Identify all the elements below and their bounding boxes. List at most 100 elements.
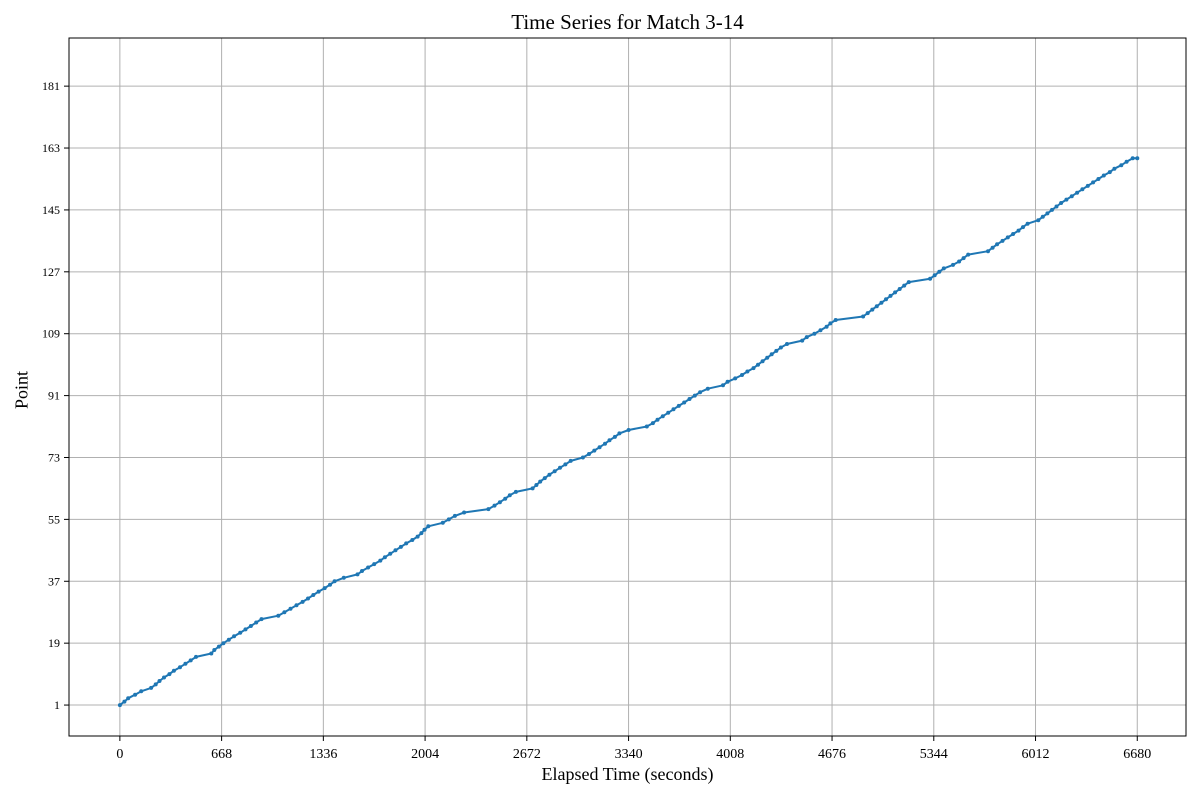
data-point	[426, 524, 431, 529]
data-point	[530, 486, 535, 491]
data-point	[133, 692, 138, 697]
data-point	[238, 630, 243, 635]
data-point	[725, 379, 730, 384]
data-point	[117, 703, 122, 708]
data-point	[833, 318, 838, 322]
data-point	[828, 321, 833, 326]
data-point	[276, 613, 281, 618]
y-tick-label: 37	[48, 574, 60, 588]
data-point	[440, 520, 445, 525]
data-point	[961, 256, 966, 261]
data-point	[612, 434, 617, 439]
y-tick-label: 91	[48, 389, 60, 403]
data-point	[705, 386, 710, 391]
series-marker-layer	[117, 156, 1140, 708]
data-point	[733, 376, 738, 381]
data-point	[995, 242, 1000, 247]
data-point	[259, 617, 264, 622]
data-point	[721, 383, 725, 388]
chart-title: Time Series for Match 3-14	[511, 10, 744, 34]
data-point	[1101, 173, 1106, 178]
data-point	[188, 658, 193, 663]
data-point	[1075, 190, 1080, 195]
data-point	[178, 665, 182, 670]
data-point	[149, 685, 154, 690]
data-point	[300, 599, 305, 604]
data-point	[897, 287, 902, 291]
data-point	[687, 397, 692, 401]
x-tick-label: 2672	[513, 747, 541, 762]
data-point	[153, 682, 158, 687]
data-point	[765, 355, 770, 360]
data-point	[171, 668, 176, 673]
data-point	[492, 503, 497, 508]
data-point	[785, 342, 789, 346]
data-point	[382, 555, 387, 560]
data-point	[452, 513, 457, 518]
plot-frame	[68, 37, 1187, 737]
y-tick-label: 55	[48, 512, 60, 526]
x-tick-label: 2004	[411, 747, 439, 762]
data-point	[122, 699, 127, 704]
y-tick-label: 1	[54, 698, 60, 712]
data-point	[957, 259, 962, 264]
data-point	[966, 252, 971, 257]
x-axis-ticks: 0 668 1336 2004 2672 3340 4008 4676 5344 6012 6680	[116, 736, 1151, 762]
data-point	[1021, 225, 1025, 230]
data-point	[587, 452, 591, 456]
data-point	[1069, 194, 1074, 199]
y-tick-label: 19	[48, 636, 60, 650]
y-axis-ticks: 1 19 37 55 73 91 109 127 145 163 181	[42, 79, 69, 712]
data-point	[800, 338, 805, 343]
data-point	[209, 651, 214, 656]
data-point	[937, 269, 942, 274]
data-point	[183, 661, 188, 666]
data-point	[422, 527, 427, 532]
data-point	[1005, 235, 1010, 240]
data-point	[698, 390, 703, 395]
y-tick-label: 73	[48, 450, 60, 464]
data-point	[248, 624, 253, 628]
data-point	[503, 496, 508, 501]
data-point	[879, 300, 884, 305]
data-point	[655, 417, 660, 422]
data-point	[194, 654, 198, 659]
x-tick-label: 668	[211, 747, 232, 762]
data-point	[419, 531, 424, 536]
data-point	[216, 644, 221, 649]
data-point	[1107, 170, 1112, 175]
data-point	[592, 448, 597, 453]
data-point	[1124, 159, 1129, 164]
data-point	[1025, 221, 1030, 226]
data-point	[167, 672, 172, 677]
data-point	[626, 428, 631, 432]
y-tick-label: 109	[42, 327, 60, 341]
data-point	[372, 562, 377, 567]
data-point	[818, 328, 823, 333]
data-point	[769, 352, 774, 357]
data-point	[870, 307, 875, 312]
data-point	[221, 641, 226, 646]
data-point	[497, 500, 502, 505]
data-point	[1085, 183, 1090, 188]
data-point	[1045, 211, 1050, 216]
data-point	[232, 634, 237, 639]
data-point	[1096, 177, 1101, 181]
x-tick-label: 4008	[716, 747, 744, 762]
x-axis-label: Elapsed Time (seconds)	[541, 764, 714, 784]
data-point	[568, 458, 573, 463]
data-point	[162, 675, 166, 680]
data-point	[941, 266, 946, 271]
data-point	[388, 551, 393, 556]
data-point	[740, 373, 744, 377]
data-point	[824, 324, 829, 329]
data-point	[322, 586, 327, 591]
data-point	[671, 407, 676, 412]
data-point	[316, 589, 321, 594]
data-point	[243, 627, 248, 632]
data-point	[311, 593, 316, 597]
x-tick-label: 3340	[615, 747, 643, 762]
data-point	[1112, 166, 1117, 171]
data-point	[558, 465, 562, 470]
data-point	[404, 541, 409, 546]
